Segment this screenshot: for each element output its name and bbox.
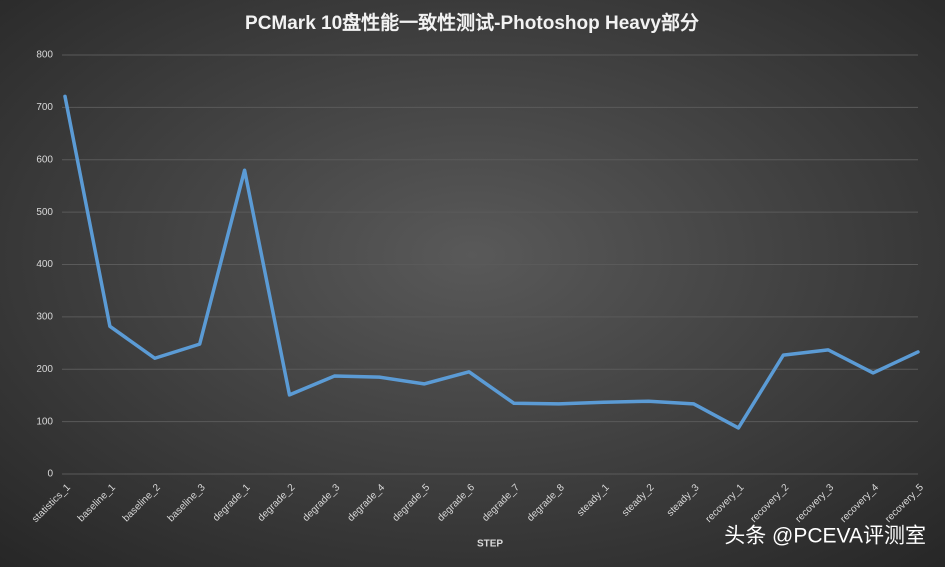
y-tick-label: 700 (36, 102, 53, 113)
y-tick-label: 500 (36, 207, 53, 218)
y-tick-label: 200 (36, 364, 53, 375)
y-tick-label: 100 (36, 416, 53, 427)
x-axis-title: STEP (477, 539, 503, 550)
y-tick-label: 800 (36, 50, 53, 61)
y-tick-label: 0 (47, 469, 53, 480)
y-tick-label: 600 (36, 154, 53, 165)
watermark: 头条 @PCEVA评测室 (724, 525, 926, 548)
y-tick-label: 300 (36, 312, 53, 323)
data-line (63, 94, 920, 430)
chart-title: PCMark 10盘性能一致性测试-Photoshop Heavy部分 (245, 11, 699, 34)
y-tick-label: 400 (36, 259, 53, 270)
